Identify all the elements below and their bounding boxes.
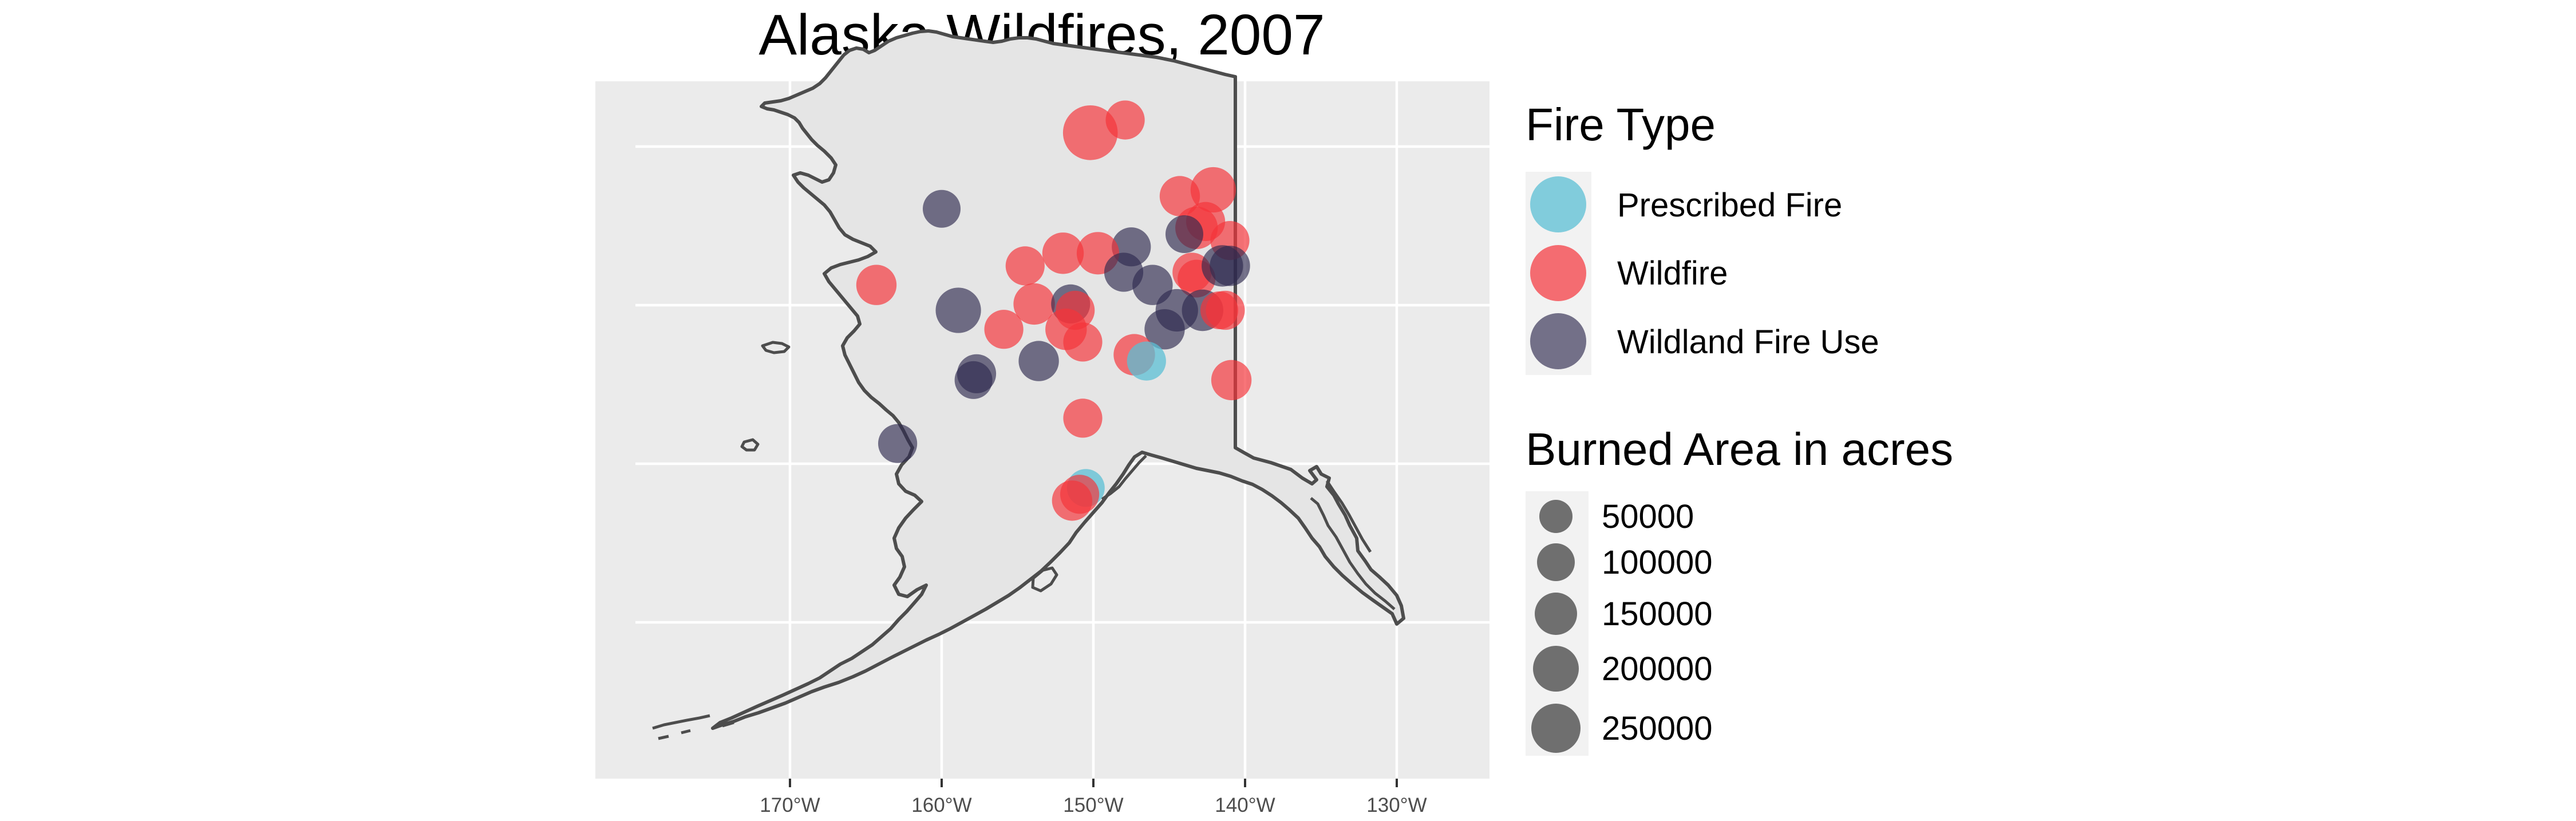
legend-burned-area: Burned Area in acres 50000 100000 150000…	[1526, 424, 1953, 756]
fire-point-wildfire	[1005, 246, 1045, 286]
legend-fire-type-title: Fire Type	[1526, 99, 1716, 150]
fire-points	[856, 100, 1252, 521]
fire-point-wildfire	[1211, 360, 1252, 401]
fire-point-wildfire	[1105, 100, 1145, 140]
fire-point-wildfire	[1063, 398, 1103, 438]
fire-point-wildland-fire-use	[954, 361, 993, 399]
alaska-mainland	[711, 29, 1405, 730]
fire-point-wildland-fire-use	[935, 287, 981, 333]
legend-burned-area-title: Burned Area in acres	[1526, 424, 1953, 475]
st-lawrence-island	[761, 341, 791, 354]
fire-point-wildfire	[984, 310, 1024, 349]
fire-point-prescribed-fire	[1127, 341, 1166, 381]
fire-point-wildland-fire-use	[1018, 341, 1059, 381]
x-tick-label: 140°W	[1215, 794, 1275, 816]
legend-size-key-250000	[1531, 704, 1581, 753]
legend-label-prescribed-fire: Prescribed Fire	[1617, 187, 1842, 224]
prince-william-sound-coast	[1101, 455, 1147, 501]
fire-point-wildfire	[1063, 322, 1103, 362]
legend-size-label-200000: 200000	[1602, 650, 1713, 688]
legend-size-label-50000: 50000	[1602, 498, 1694, 535]
legend-size-key-200000	[1533, 646, 1579, 692]
map-panel	[595, 29, 1490, 779]
legend-label-wildfire: Wildfire	[1617, 255, 1728, 292]
fire-point-wildfire	[1062, 105, 1118, 160]
fire-point-wildfire	[1190, 167, 1236, 213]
fire-point-wildland-fire-use	[878, 424, 918, 463]
x-tick-label: 170°W	[760, 794, 820, 816]
fire-point-wildland-fire-use	[1144, 309, 1185, 350]
fire-point-wildland-fire-use	[923, 190, 961, 228]
nunivak-island	[740, 438, 760, 452]
alaska-landmass	[652, 29, 1405, 740]
kodiak-island	[1031, 566, 1058, 593]
legend-key-wildfire	[1530, 245, 1586, 301]
fire-point-wildfire	[1159, 176, 1200, 216]
legend-size-label-250000: 250000	[1602, 710, 1713, 747]
fire-point-wildfire	[1052, 480, 1093, 521]
fire-point-wildland-fire-use	[1165, 215, 1203, 253]
x-tick-label: 130°W	[1366, 794, 1427, 816]
panhandle-islands	[1310, 480, 1396, 610]
x-tick-label: 150°W	[1063, 794, 1123, 816]
legend-label-wildland-fire-use: Wildland Fire Use	[1617, 323, 1879, 361]
fire-point-wildfire	[1042, 232, 1084, 274]
legend-size-label-100000: 100000	[1602, 544, 1713, 581]
fire-point-wildfire	[1200, 291, 1238, 329]
fire-point-wildland-fire-use	[1210, 246, 1250, 286]
legend-size-key-100000	[1537, 543, 1575, 581]
x-axis: 170°W 160°W 150°W 140°W 130°W	[760, 779, 1427, 816]
legend-key-prescribed-fire	[1530, 176, 1586, 232]
legend-key-wildland-fire-use	[1530, 313, 1586, 369]
legend-size-key-50000	[1539, 500, 1573, 533]
x-tick-label: 160°W	[911, 794, 971, 816]
aleutian-islands	[652, 714, 734, 740]
legend-size-key-150000	[1535, 593, 1577, 635]
legend-size-label-150000: 150000	[1602, 595, 1713, 633]
fire-point-wildfire	[1013, 283, 1055, 325]
fire-point-wildfire	[856, 265, 897, 305]
legend-fire-type: Fire Type Prescribed Fire Wildfire Wildl…	[1526, 99, 1879, 375]
